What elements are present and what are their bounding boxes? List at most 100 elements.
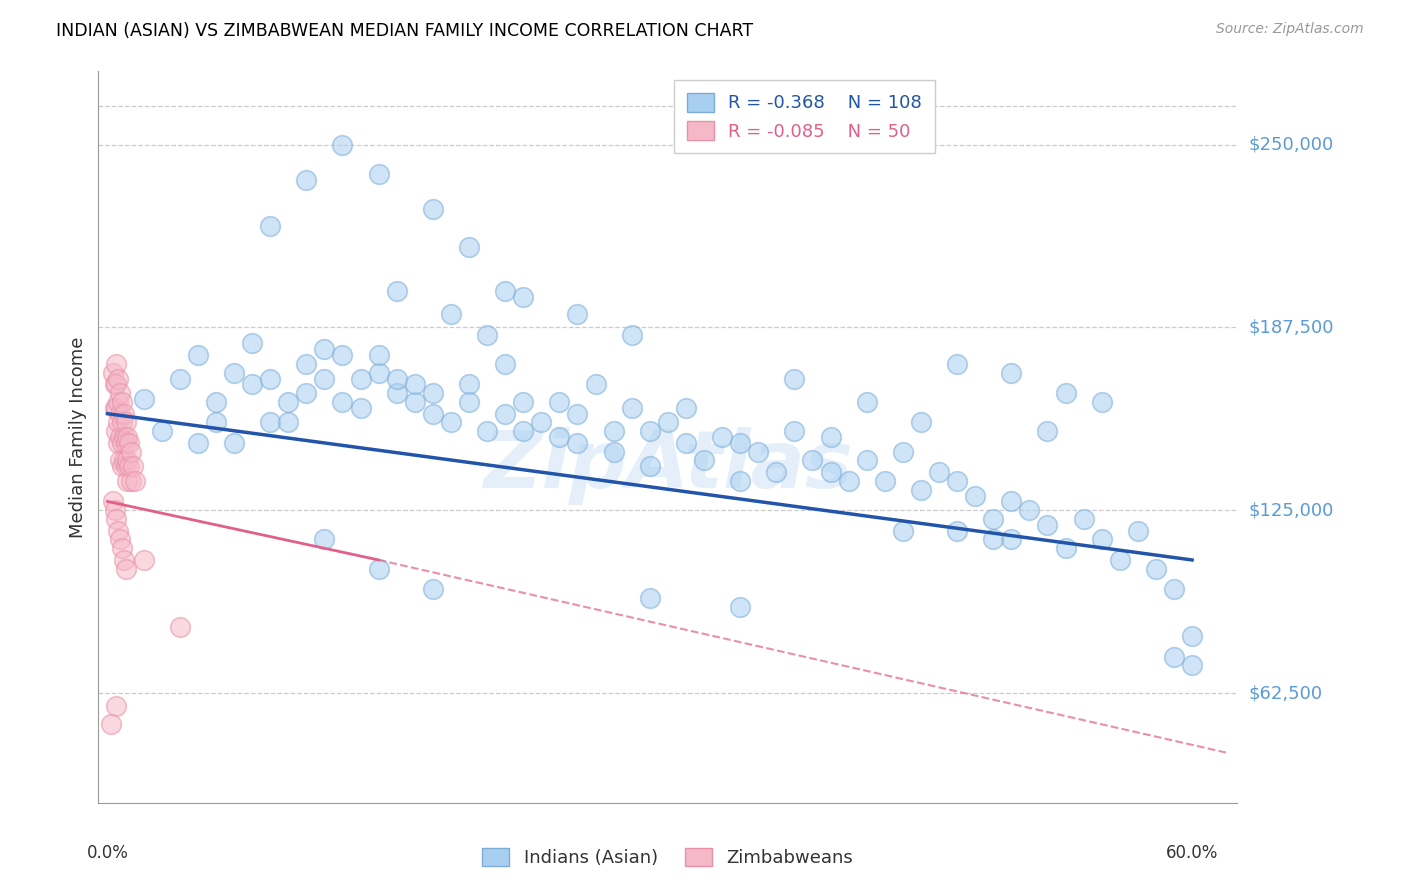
Point — [638, 424, 661, 438]
Point — [332, 348, 354, 362]
Point — [187, 436, 209, 450]
Point — [112, 453, 135, 467]
Point — [422, 202, 444, 216]
Point — [118, 459, 141, 474]
Point — [385, 371, 408, 385]
Point — [332, 137, 354, 152]
Point — [820, 465, 842, 479]
Point — [728, 474, 751, 488]
Point — [675, 401, 697, 415]
Point — [101, 366, 124, 380]
Point — [1000, 533, 1022, 547]
Point — [105, 424, 128, 438]
Point — [108, 533, 131, 547]
Point — [132, 553, 155, 567]
Point — [494, 284, 516, 298]
Point — [205, 416, 228, 430]
Point — [1054, 386, 1077, 401]
Point — [404, 377, 426, 392]
Point — [675, 436, 697, 450]
Point — [295, 357, 318, 371]
Point — [422, 407, 444, 421]
Point — [567, 407, 589, 421]
Y-axis label: Median Family Income: Median Family Income — [69, 336, 87, 538]
Point — [602, 444, 624, 458]
Point — [114, 436, 136, 450]
Point — [1163, 649, 1185, 664]
Text: 60.0%: 60.0% — [1166, 844, 1218, 862]
Point — [1181, 629, 1204, 643]
Point — [222, 366, 245, 380]
Point — [728, 436, 751, 450]
Point — [458, 377, 481, 392]
Point — [1091, 395, 1114, 409]
Point — [105, 377, 128, 392]
Point — [120, 444, 142, 458]
Point — [117, 430, 139, 444]
Point — [404, 395, 426, 409]
Point — [747, 444, 769, 458]
Text: $62,500: $62,500 — [1249, 684, 1323, 702]
Point — [620, 327, 643, 342]
Point — [124, 474, 146, 488]
Point — [440, 416, 463, 430]
Point — [1000, 494, 1022, 508]
Point — [314, 533, 336, 547]
Point — [1181, 658, 1204, 673]
Point — [838, 474, 860, 488]
Point — [1126, 524, 1149, 538]
Point — [240, 336, 263, 351]
Point — [585, 377, 607, 392]
Point — [422, 386, 444, 401]
Point — [105, 512, 128, 526]
Point — [620, 401, 643, 415]
Point — [1036, 517, 1059, 532]
Point — [111, 541, 134, 556]
Point — [891, 524, 914, 538]
Point — [332, 395, 354, 409]
Point — [693, 453, 716, 467]
Point — [602, 424, 624, 438]
Point — [104, 377, 127, 392]
Point — [494, 357, 516, 371]
Point — [367, 348, 389, 362]
Point — [114, 416, 136, 430]
Point — [928, 465, 950, 479]
Point — [314, 371, 336, 385]
Point — [638, 591, 661, 605]
Point — [114, 459, 136, 474]
Point — [494, 407, 516, 421]
Point — [711, 430, 734, 444]
Point — [150, 424, 173, 438]
Point — [105, 357, 128, 371]
Point — [107, 416, 129, 430]
Point — [1073, 512, 1095, 526]
Point — [112, 407, 135, 421]
Point — [567, 307, 589, 321]
Point — [548, 395, 571, 409]
Point — [104, 503, 127, 517]
Point — [117, 474, 139, 488]
Point — [101, 494, 124, 508]
Legend: Indians (Asian), Zimbabweans: Indians (Asian), Zimbabweans — [475, 840, 860, 874]
Point — [910, 483, 932, 497]
Point — [111, 416, 134, 430]
Point — [295, 172, 318, 186]
Point — [169, 620, 191, 634]
Point — [277, 395, 299, 409]
Point — [107, 395, 129, 409]
Text: $250,000: $250,000 — [1249, 136, 1334, 153]
Point — [367, 366, 389, 380]
Text: Source: ZipAtlas.com: Source: ZipAtlas.com — [1216, 22, 1364, 37]
Point — [855, 453, 877, 467]
Point — [385, 386, 408, 401]
Text: 0.0%: 0.0% — [87, 844, 128, 862]
Point — [112, 553, 135, 567]
Point — [512, 290, 534, 304]
Point — [475, 424, 498, 438]
Point — [118, 436, 141, 450]
Point — [111, 436, 134, 450]
Text: ZipAtlas: ZipAtlas — [482, 427, 853, 506]
Point — [891, 444, 914, 458]
Point — [728, 599, 751, 614]
